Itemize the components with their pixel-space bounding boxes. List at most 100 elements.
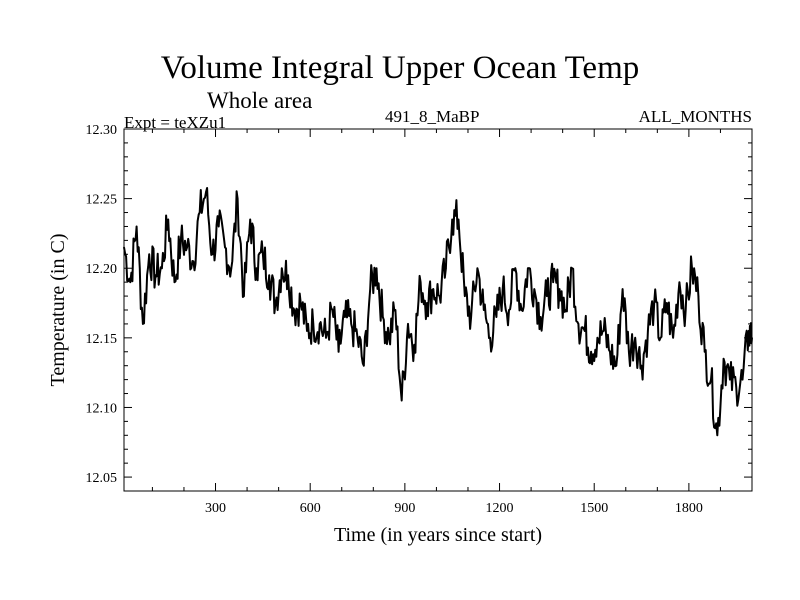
series-point xyxy=(533,288,536,290)
series-point xyxy=(520,309,523,311)
experiment-label: Expt = teXZu1 xyxy=(124,113,227,132)
series-point xyxy=(375,267,378,270)
series-point xyxy=(331,309,334,311)
series-point xyxy=(483,309,485,311)
series-point xyxy=(350,323,353,325)
series-point xyxy=(751,337,753,339)
series-point xyxy=(716,434,719,437)
series-point xyxy=(400,399,403,402)
series-point xyxy=(426,302,428,304)
series-point xyxy=(236,197,239,200)
series-point xyxy=(609,351,611,353)
series-point xyxy=(255,267,258,270)
series-point xyxy=(205,190,207,193)
series-point xyxy=(388,337,390,339)
series-point xyxy=(729,378,731,381)
series-point xyxy=(129,281,132,284)
series-point xyxy=(741,378,744,381)
series-point xyxy=(577,323,580,325)
series-point xyxy=(470,316,472,318)
series-point xyxy=(325,337,327,339)
x-tick-label: 900 xyxy=(394,501,415,516)
y-tick-label: 12.20 xyxy=(86,262,118,277)
series-point xyxy=(558,288,561,290)
series-point xyxy=(684,309,687,311)
series-point xyxy=(230,267,233,270)
series-point xyxy=(438,295,441,297)
series-point xyxy=(659,337,662,339)
series-point xyxy=(243,295,245,297)
series-point xyxy=(748,330,750,332)
y-axis-label: Temperature (in C) xyxy=(47,234,69,387)
series-point xyxy=(539,316,542,318)
series-point xyxy=(672,337,674,339)
series-point xyxy=(337,351,340,353)
x-tick-label: 1200 xyxy=(486,501,514,516)
x-tick-label: 1500 xyxy=(580,501,608,516)
series-point xyxy=(142,323,144,325)
series-point xyxy=(476,267,479,270)
series-point xyxy=(678,281,681,284)
series-point xyxy=(710,378,712,381)
series-point xyxy=(464,295,466,297)
series-point xyxy=(161,267,163,270)
x-axis-ticks: 300 600 900 1200 1500 1800 xyxy=(151,129,721,516)
y-tick-label: 12.15 xyxy=(86,332,118,347)
series-point xyxy=(344,316,346,318)
experiment-id-label: 491_8_MaBP xyxy=(385,107,480,126)
series-point xyxy=(508,309,510,311)
x-tick-label: 300 xyxy=(205,501,226,516)
series-point xyxy=(527,267,529,270)
x-axis-label: Time (in years since start) xyxy=(334,524,542,546)
series-point xyxy=(666,302,668,304)
months-label: ALL_MONTHS xyxy=(638,107,752,126)
series-point xyxy=(394,309,397,311)
series-point xyxy=(552,281,554,284)
series-point xyxy=(211,253,214,256)
series-point xyxy=(634,337,636,339)
series-point xyxy=(583,330,586,332)
series-point xyxy=(148,253,150,256)
series-point xyxy=(249,218,251,221)
series-point xyxy=(262,253,264,256)
series-point xyxy=(369,288,372,290)
series-point xyxy=(647,330,649,332)
chart-subtitle: Whole area xyxy=(207,88,313,113)
series-point xyxy=(602,330,605,332)
series-point xyxy=(653,302,655,304)
series-point xyxy=(198,211,201,214)
series-point xyxy=(445,267,447,270)
series-point xyxy=(154,274,157,277)
series-point xyxy=(722,357,725,360)
series-point xyxy=(735,385,737,388)
y-tick-label: 12.30 xyxy=(86,123,118,138)
series-point xyxy=(318,323,321,325)
series-point xyxy=(590,351,592,353)
series-point xyxy=(167,218,169,221)
series-point xyxy=(192,260,195,263)
y-tick-label: 12.25 xyxy=(86,193,118,208)
series-point xyxy=(299,302,302,304)
series-point xyxy=(274,302,277,304)
series-point xyxy=(180,239,182,242)
series-point xyxy=(306,330,308,332)
series-points xyxy=(123,190,753,437)
series-point xyxy=(628,351,630,353)
chart-title: Volume Integral Upper Ocean Temp xyxy=(160,50,640,86)
series-point xyxy=(432,288,435,290)
y-tick-label: 12.10 xyxy=(86,401,118,416)
series-point xyxy=(489,337,491,339)
series-point xyxy=(413,344,416,346)
series-point xyxy=(287,274,289,277)
series-point xyxy=(495,316,498,318)
series-point xyxy=(268,274,271,277)
y-axis-ticks: 12.05 12.10 12.15 12.20 12.25 12.30 xyxy=(86,123,752,486)
x-tick-label: 1800 xyxy=(675,501,703,516)
series-point xyxy=(697,295,700,297)
series-point xyxy=(217,225,220,228)
series-point xyxy=(501,288,504,290)
series-point xyxy=(173,281,176,284)
series-point xyxy=(363,364,365,367)
series-point xyxy=(546,295,548,297)
